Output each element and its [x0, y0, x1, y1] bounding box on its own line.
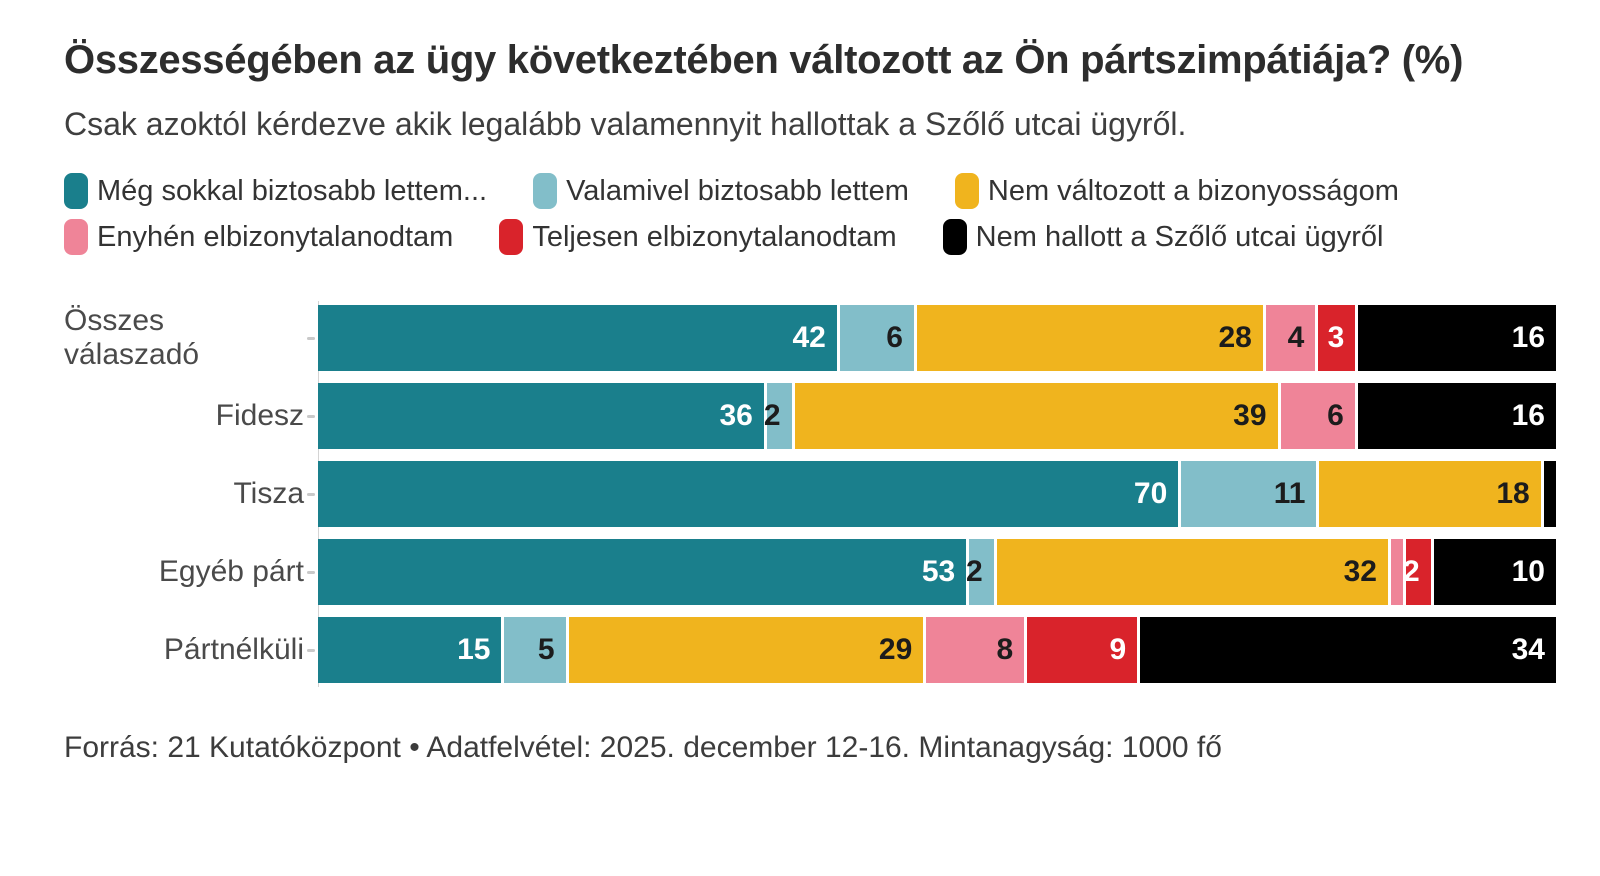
axis-tick [304, 305, 318, 371]
value-label: 11 [1273, 477, 1306, 510]
value-label: 18 [1496, 477, 1530, 510]
bar-segment: 18 [1319, 461, 1541, 527]
bar-segment: 39 [794, 383, 1278, 449]
legend-swatch-icon [942, 219, 967, 255]
source-note: Forrás: 21 Kutatóközpont • Adatfelvétel:… [64, 731, 1222, 764]
legend-item: Még sokkal biztosabb lettem... [64, 173, 487, 209]
bar-segment: 2 [965, 539, 994, 605]
legend-label: Még sokkal biztosabb lettem... [97, 174, 488, 207]
value-label: 42 [792, 321, 826, 354]
bar-segment: 28 [916, 305, 1263, 371]
legend-item: Enyhén elbizonytalanodtam [64, 219, 453, 255]
chart-row: Fidesz 36 2 39 6 16 [64, 383, 1556, 449]
chart-row: Pártnélküli 15 5 29 8 9 34 [64, 617, 1556, 683]
legend-swatch-icon [64, 219, 88, 255]
chart-title: Összességében az ügy következtében válto… [64, 38, 1464, 82]
value-label: 16 [1511, 321, 1546, 354]
bar-segment [1391, 539, 1404, 605]
bar-segment: 6 [839, 305, 914, 371]
row-label: Fidesz [215, 399, 304, 432]
bar-segment: 4 [1265, 305, 1316, 371]
bar-segment: 2 [763, 383, 792, 449]
value-label: 2 [965, 555, 983, 588]
value-label: 28 [1218, 321, 1252, 354]
row-label: Egyéb párt [158, 555, 304, 588]
bar-segment: 53 [318, 539, 967, 605]
row-label: Összes válaszadó [64, 304, 200, 371]
value-label: 2 [1403, 555, 1420, 588]
bar-segment: 34 [1140, 617, 1556, 683]
legend-swatch-icon [499, 219, 524, 255]
axis-tick [304, 461, 318, 527]
legend-item: Teljesen elbizonytalanodtam [499, 219, 897, 255]
value-label: 6 [886, 321, 903, 354]
bar-segment: 32 [996, 539, 1388, 605]
legend-label: Teljesen elbizonytalanodtam [532, 220, 897, 253]
value-label: 10 [1511, 555, 1545, 588]
bar-segment: 16 [1357, 383, 1556, 449]
stacked-bar: 15 5 29 8 9 34 [318, 617, 1556, 683]
stacked-bar: 70 11 18 [318, 461, 1556, 527]
value-label: 34 [1511, 633, 1545, 666]
chart-row: Tisza 70 11 18 [64, 461, 1556, 527]
stacked-bar: 36 2 39 6 16 [318, 383, 1556, 449]
stacked-bar: 42 6 28 4 3 16 [318, 305, 1557, 371]
value-label: 15 [457, 633, 491, 666]
legend-row: Még sokkal biztosabb lettem... Valamivel … [64, 173, 1556, 209]
value-label: 4 [1287, 321, 1305, 354]
axis-tick [304, 383, 318, 449]
bar-segment: 16 [1358, 305, 1557, 371]
bar-segment: 9 [1027, 617, 1138, 683]
value-label: 70 [1133, 477, 1168, 510]
value-label: 29 [878, 633, 913, 666]
value-label: 39 [1233, 399, 1267, 432]
bar-segment: 10 [1433, 539, 1556, 605]
value-label: 6 [1327, 399, 1344, 432]
chart-row: Egyéb párt 53 2 32 2 10 [64, 539, 1556, 605]
bar-segment: 8 [926, 617, 1025, 683]
legend-item: Valamivel biztosabb lettem [533, 173, 909, 209]
chart-row: Összes válaszadó 42 6 28 4 3 16 [64, 304, 1557, 371]
legend-swatch-icon [64, 173, 88, 209]
legend-label: Nem változott a bizonyosságom [987, 174, 1399, 207]
value-label: 5 [537, 633, 555, 666]
legend-swatch-icon [533, 173, 558, 209]
legend-row: Enyhén elbizonytalanodtam Teljesen elbizo… [64, 219, 1556, 255]
legend-swatch-icon [954, 173, 979, 209]
value-label: 32 [1343, 555, 1377, 588]
value-label: 53 [921, 555, 956, 588]
legend-label: Enyhén elbizonytalanodtam [97, 220, 454, 253]
legend-label: Nem hallott a Szőlő utcai ügyről [975, 220, 1384, 253]
bar-segment: 70 [318, 461, 1179, 527]
axis-tick [304, 617, 318, 683]
bar-segment: 5 [504, 617, 566, 683]
bar-segment [1543, 461, 1556, 527]
bar-segment: 42 [318, 305, 837, 371]
value-label: 16 [1511, 399, 1545, 432]
bar-segment: 6 [1280, 383, 1355, 449]
value-label: 2 [763, 399, 781, 432]
legend: Még sokkal biztosabb lettem... Valamivel … [64, 173, 1556, 255]
value-label: 9 [1109, 633, 1127, 666]
bar-segment: 2 [1403, 539, 1431, 605]
row-label: Pártnélküli [163, 633, 304, 666]
axis-tick [304, 539, 318, 605]
bar-segment: 3 [1318, 305, 1356, 371]
stacked-bar-chart: Összes válaszadó 42 6 28 4 3 16 Fidesz 36 2 39 6 16 T… [64, 301, 1557, 687]
value-label: 36 [719, 399, 753, 432]
bar-segment: 36 [318, 383, 764, 449]
value-label: 3 [1327, 321, 1345, 354]
bar-segment: 15 [318, 617, 502, 683]
stacked-bar: 53 2 32 2 10 [318, 539, 1556, 605]
bar-segment: 11 [1181, 461, 1317, 527]
legend-item: Nem változott a bizonyosságom [954, 173, 1399, 209]
legend-item: Nem hallott a Szőlő utcai ügyről [942, 219, 1384, 255]
bar-segment: 29 [568, 617, 924, 683]
chart-subtitle: Csak azoktól kérdezve akik legalább vala… [64, 106, 1187, 142]
value-label: 8 [996, 633, 1014, 666]
legend-label: Valamivel biztosabb lettem [566, 174, 909, 207]
row-label: Tisza [233, 477, 304, 510]
